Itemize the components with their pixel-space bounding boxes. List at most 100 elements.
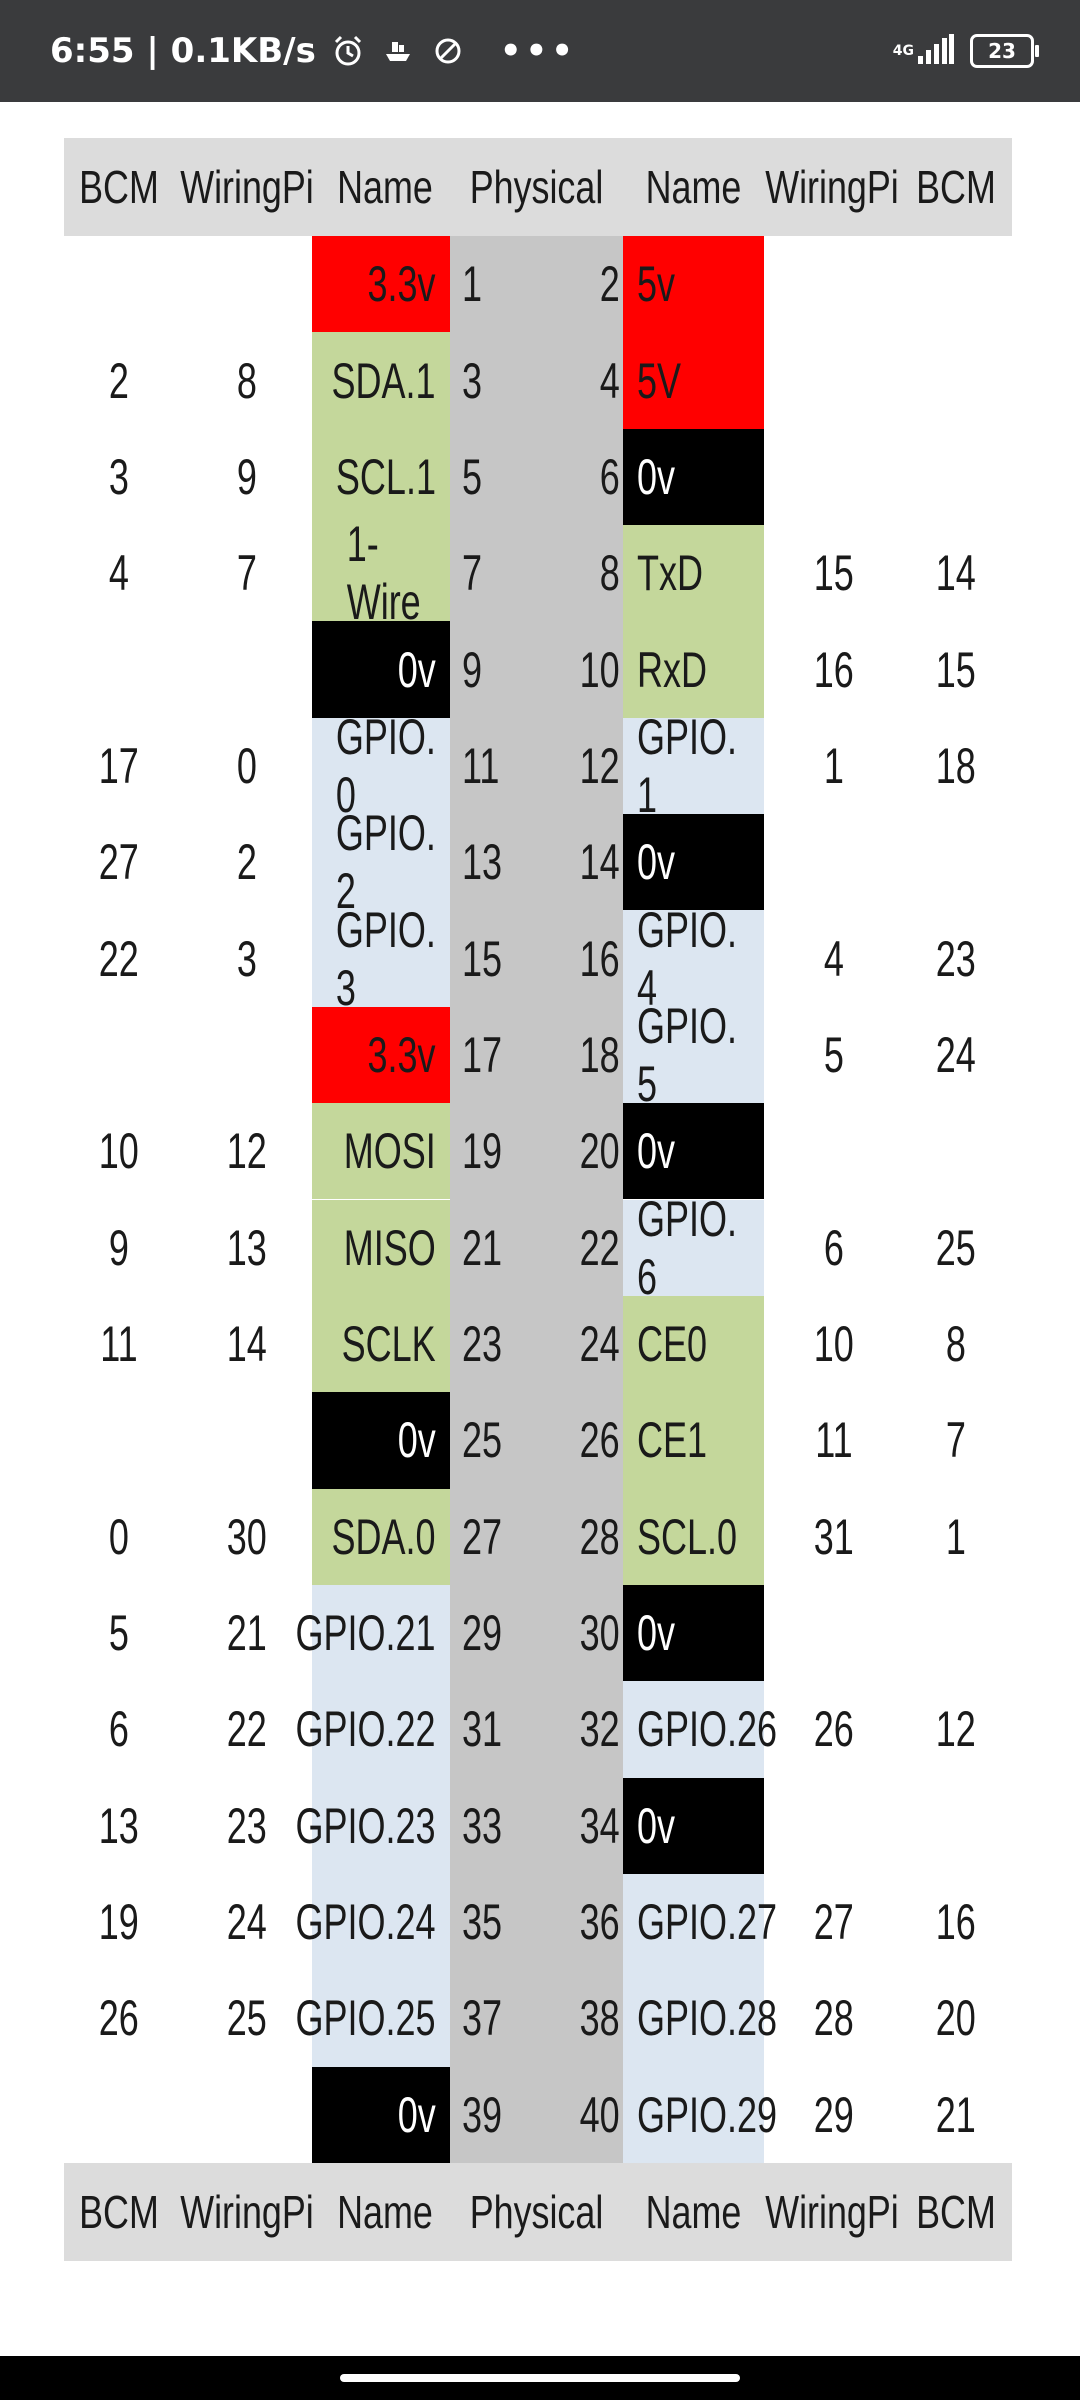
cell-name-left-text: SCLK (341, 1316, 436, 1373)
cell-physical-right: 16 (556, 910, 620, 1006)
cell-bcm-left-text: 27 (98, 834, 140, 891)
cell-name-left: 0v (312, 621, 450, 718)
signal-icon (918, 33, 954, 69)
cell-bcm-right-text: 7 (945, 1412, 967, 1469)
cell-physical-right-text: 40 (579, 2086, 620, 2143)
cell-name-left-text: GPIO. 2 (335, 805, 436, 920)
cell-physical-right: 22 (556, 1200, 620, 1296)
cell-bcm-right: 15 (900, 621, 1012, 717)
cell-wiringpi-right: 10 (774, 1296, 894, 1392)
cell-physical-right-text: 12 (579, 737, 620, 794)
cell-physical-left-text: 7 (462, 545, 483, 602)
cell-physical-right: 6 (556, 429, 620, 525)
status-bar: 6:55 | 0.1KB/s ••• 4G 23 (0, 0, 1080, 102)
cell-bcm-right (900, 236, 1012, 332)
gpio-pin-table: BCM WiringPi Name Physical Name WiringPi… (64, 138, 1012, 2262)
cell-name-left-text: 0v (397, 641, 436, 698)
cell-physical-right-text: 18 (579, 1026, 620, 1083)
cell-physical-right-text: 8 (599, 545, 620, 602)
cell-bcm-right-text: 25 (935, 1219, 977, 1276)
table-row: 11 14 SCLK 23 24 CE0 10 8 (64, 1295, 1012, 1393)
cell-name-left-text: MOSI (343, 1123, 436, 1180)
cell-name-right-text: GPIO.28 (637, 1990, 778, 2047)
home-indicator[interactable] (340, 2374, 740, 2382)
header-wiringpi-right: WiringPi (765, 161, 899, 213)
cell-name-right-text: 0v (637, 1605, 676, 1662)
cell-bcm-right-text: 16 (935, 1894, 977, 1951)
footer-physical: Physical (469, 2186, 604, 2238)
cell-physical-right: 4 (556, 332, 620, 428)
cell-wiringpi-right: 28 (774, 1970, 894, 2066)
table-row: 26 25 GPIO.25 37 38 GPIO.28 28 20 (64, 1970, 1012, 2067)
table-header-row: BCM WiringPi Name Physical Name WiringPi… (64, 138, 1012, 236)
table-row: 27 2 GPIO. 2 13 14 0v (64, 805, 1012, 919)
cell-wiringpi-left-text: 14 (226, 1316, 268, 1373)
cell-bcm-right (900, 429, 1012, 525)
cell-physical-right-text: 16 (579, 930, 620, 987)
cell-physical-left: 29 (456, 1585, 516, 1681)
table-row: 4 7 1-Wire 7 8 TxD 15 14 (64, 516, 1012, 630)
footer-bcm-right: BCM (916, 2186, 996, 2238)
cell-name-right: GPIO.29 (623, 2066, 777, 2163)
cell-physical-right-text: 6 (599, 448, 620, 505)
cell-name-left: SDA.1 (312, 332, 450, 429)
cell-bcm-left: 19 (64, 1874, 174, 1970)
cell-name-left-text: GPIO. 0 (335, 708, 436, 823)
cell-name-left: 3.3v (312, 236, 450, 333)
cell-wiringpi-right-text: 28 (813, 1990, 855, 2047)
table-row: 6 22 GPIO.22 31 32 GPIO.26 26 12 (64, 1681, 1012, 1778)
cell-name-right: RxD (623, 621, 764, 718)
cell-name-left: GPIO. 0 (312, 709, 450, 823)
cell-wiringpi-left (182, 1007, 312, 1103)
cell-bcm-left-text: 11 (100, 1316, 138, 1373)
cell-wiringpi-right-text: 16 (813, 641, 855, 698)
header-bcm-left: BCM (79, 161, 159, 213)
cell-name-right: GPIO.28 (623, 1970, 777, 2067)
cell-name-left-text: SDA.0 (331, 1508, 436, 1565)
cell-wiringpi-left: 23 (182, 1778, 312, 1874)
cell-bcm-right (900, 332, 1012, 428)
cell-name-left: GPIO. 2 (312, 805, 450, 919)
cell-wiringpi-right (774, 1585, 894, 1681)
table-row: 3.3v 1 2 5v (64, 236, 1012, 333)
cell-physical-left-text: 5 (462, 448, 483, 505)
footer-name-right: Name (645, 2186, 742, 2238)
cell-wiringpi-right (774, 429, 894, 525)
cell-wiringpi-right: 29 (774, 2067, 894, 2163)
cell-bcm-right: 24 (900, 1007, 1012, 1103)
cell-wiringpi-left-text: 24 (226, 1894, 268, 1951)
cell-name-left: GPIO.22 (296, 1681, 450, 1778)
cell-physical-left-text: 19 (462, 1123, 503, 1180)
cell-bcm-left-text: 4 (108, 545, 130, 602)
cell-bcm-left: 0 (64, 1489, 174, 1585)
cell-bcm-right: 25 (900, 1200, 1012, 1296)
cell-physical-right-text: 14 (579, 834, 620, 891)
cell-physical-left: 39 (456, 2067, 516, 2163)
cell-wiringpi-left: 0 (182, 718, 312, 814)
cell-bcm-right: 1 (900, 1489, 1012, 1585)
cell-physical-right: 32 (556, 1681, 620, 1777)
cell-wiringpi-left: 25 (182, 1970, 312, 2066)
cell-physical-left: 21 (456, 1200, 516, 1296)
cell-physical-left: 9 (456, 621, 516, 717)
cell-name-right: GPIO.27 (623, 1873, 777, 1971)
cell-name-right-text: RxD (637, 641, 707, 698)
cell-bcm-left: 5 (64, 1585, 174, 1681)
cell-name-right-text: GPIO. 5 (637, 997, 738, 1112)
cell-physical-left-text: 1 (462, 256, 483, 313)
cell-bcm-left: 17 (64, 718, 174, 814)
cell-wiringpi-left: 21 (182, 1585, 312, 1681)
cell-wiringpi-right: 1 (774, 718, 894, 814)
cell-physical-left-text: 35 (462, 1894, 503, 1951)
cell-bcm-left-text: 0 (108, 1508, 130, 1565)
cell-name-right: GPIO. 5 (623, 998, 764, 1112)
cell-wiringpi-right-text: 11 (815, 1412, 853, 1469)
cell-name-left-text: 3.3v (367, 1026, 436, 1083)
cell-name-right: CE0 (623, 1295, 764, 1393)
cell-bcm-right (900, 1103, 1012, 1199)
header-wiringpi-left: WiringPi (180, 161, 314, 213)
cell-wiringpi-right-text: 5 (823, 1026, 845, 1083)
table-row: 2 8 SDA.1 3 4 5V (64, 332, 1012, 429)
cell-physical-right-text: 24 (579, 1316, 620, 1373)
cell-bcm-right-text: 12 (935, 1701, 977, 1758)
